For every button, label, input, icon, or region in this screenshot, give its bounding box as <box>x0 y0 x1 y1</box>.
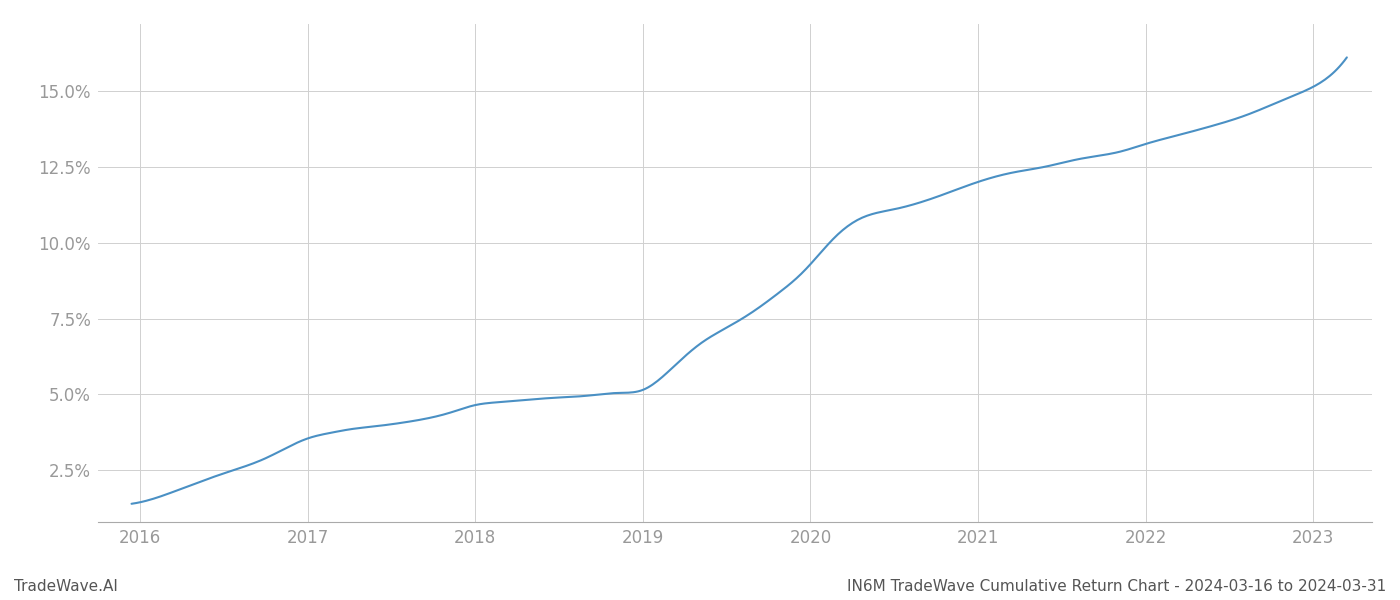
Text: IN6M TradeWave Cumulative Return Chart - 2024-03-16 to 2024-03-31: IN6M TradeWave Cumulative Return Chart -… <box>847 579 1386 594</box>
Text: TradeWave.AI: TradeWave.AI <box>14 579 118 594</box>
